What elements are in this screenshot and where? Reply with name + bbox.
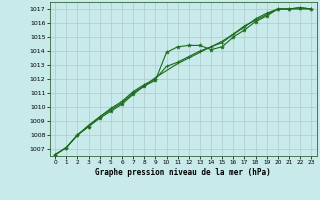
- X-axis label: Graphe pression niveau de la mer (hPa): Graphe pression niveau de la mer (hPa): [95, 168, 271, 177]
